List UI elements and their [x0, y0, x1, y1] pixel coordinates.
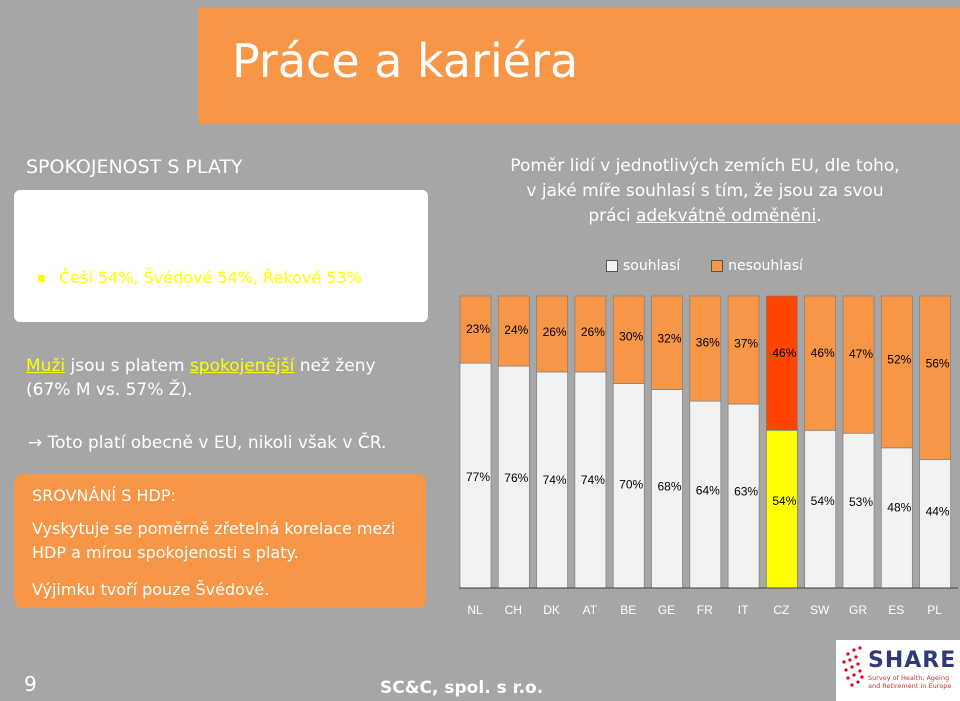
x-tick-label-ge: GE — [658, 603, 675, 617]
data-label-nesouhlasi-ge: 32% — [657, 331, 681, 345]
bar-souhlasi-fr — [689, 400, 722, 589]
bar-nesouhlasi-it — [727, 295, 760, 405]
hdp-text: Vyskytuje se poměrně zřetelná korelace m… — [32, 519, 396, 562]
gender-note: Muži jsou s platem spokojenější než ženy… — [26, 356, 376, 400]
summary-item: Holanďané 77%, Švýcaři 76% — [38, 243, 295, 262]
bar-souhlasi-ge — [651, 389, 683, 589]
data-label-souhlasi-ge: 68% — [657, 479, 681, 493]
share-logo-subtitle: Survey of Health, Ageing and Retirement … — [868, 674, 952, 690]
data-label-nesouhlasi-es: 52% — [887, 352, 911, 366]
bar-souhlasi-gr — [842, 432, 875, 589]
x-tick-label-it: IT — [738, 603, 749, 617]
bar-nesouhlasi-gr — [842, 295, 875, 434]
legend-label-souhlasi: souhlasí — [623, 258, 681, 274]
bar-souhlasi-nl — [459, 362, 492, 589]
page-number: 9 — [24, 672, 37, 696]
bar-souhlasi-sw — [804, 429, 837, 589]
hdp-exception: Výjimku tvoří pouze Švédové. — [32, 580, 270, 599]
summary-main-line: 62% Evropanů spokojeno — [28, 213, 256, 234]
bullet-square-icon — [38, 275, 45, 282]
x-tick-label-es: ES — [888, 603, 904, 617]
data-label-nesouhlasi-dk: 26% — [543, 325, 567, 339]
bar-nesouhlasi-pl — [919, 295, 951, 460]
share-logo-word: SHARE — [868, 648, 957, 673]
x-tick-label-sw: SW — [810, 603, 830, 617]
bar-souhlasi-be — [612, 383, 645, 589]
bar-nesouhlasi-es — [880, 295, 913, 449]
x-tick-label-gr: GR — [849, 603, 867, 617]
arrow-note: → Toto platí obecně v EU, nikoli však v … — [28, 433, 387, 453]
chart-legend: souhlasí nesouhlasí — [606, 258, 803, 274]
summary-item: Poláci 44% — [38, 293, 146, 312]
x-tick-label-be: BE — [620, 603, 636, 617]
bar-souhlasi-es — [880, 447, 913, 589]
data-label-nesouhlasi-fr: 36% — [696, 336, 720, 350]
bullet-square-icon — [38, 300, 45, 307]
bar-nesouhlasi-dk — [536, 295, 568, 373]
hdp-title: SROVNÁNÍ S HDP: — [32, 486, 176, 505]
data-label-souhlasi-fr: 64% — [696, 484, 720, 498]
legend-label-nesouhlasi: nesouhlasí — [728, 258, 803, 274]
data-label-nesouhlasi-be: 30% — [619, 329, 643, 343]
bar-nesouhlasi-at — [574, 295, 607, 373]
x-tick-label-pl: PL — [927, 603, 942, 617]
data-label-souhlasi-nl: 77% — [466, 470, 490, 484]
data-label-souhlasi-gr: 53% — [849, 495, 873, 509]
bar-nesouhlasi-be — [612, 295, 645, 384]
footer-company: SC&C, spol. s r.o. — [380, 678, 544, 698]
data-label-souhlasi-be: 70% — [619, 477, 643, 491]
data-label-souhlasi-sw: 54% — [811, 494, 835, 508]
title-banner — [198, 8, 960, 124]
legend-swatch-souhlasi — [606, 260, 618, 272]
x-tick-label-ch: CH — [505, 603, 522, 617]
bar-souhlasi-dk — [536, 371, 568, 589]
bar-nesouhlasi-cz — [766, 295, 798, 431]
bar-souhlasi-pl — [919, 459, 951, 589]
x-tick-label-nl: NL — [467, 603, 483, 617]
bar-nesouhlasi-ge — [651, 295, 683, 390]
data-label-souhlasi-cz: 54% — [772, 494, 796, 508]
data-label-nesouhlasi-nl: 23% — [466, 322, 490, 336]
summary-box — [14, 190, 428, 322]
bar-souhlasi-ch — [497, 365, 530, 589]
data-label-nesouhlasi-at: 26% — [581, 325, 605, 339]
chart-caption: Poměr lidí v jednotlivých zemích EU, dle… — [510, 156, 900, 226]
data-label-souhlasi-it: 63% — [734, 485, 758, 499]
data-label-nesouhlasi-ch: 24% — [504, 323, 528, 337]
bullet-square-icon — [38, 250, 45, 257]
x-tick-label-cz: CZ — [773, 603, 789, 617]
data-label-nesouhlasi-it: 37% — [734, 337, 758, 351]
data-label-souhlasi-pl: 44% — [926, 505, 950, 519]
data-label-nesouhlasi-gr: 47% — [849, 347, 873, 361]
summary-item-highlight: Češi 54%, Švédové 54%, Řekové 53% — [38, 268, 362, 287]
data-label-nesouhlasi-cz: 46% — [772, 346, 796, 360]
bar-nesouhlasi-nl — [459, 295, 492, 364]
data-label-souhlasi-dk: 74% — [543, 473, 567, 487]
bar-nesouhlasi-fr — [689, 295, 722, 402]
data-label-souhlasi-at: 74% — [581, 473, 605, 487]
section-heading: SPOKOJENOST S PLATY — [26, 156, 243, 178]
x-tick-label-dk: DK — [543, 603, 560, 617]
data-label-nesouhlasi-sw: 46% — [811, 346, 835, 360]
share-logo-icon — [836, 640, 960, 701]
x-tick-label-at: AT — [583, 603, 598, 617]
data-label-souhlasi-es: 48% — [887, 500, 911, 514]
data-label-souhlasi-ch: 76% — [504, 471, 528, 485]
data-label-nesouhlasi-pl: 56% — [926, 357, 950, 371]
bar-nesouhlasi-ch — [497, 295, 530, 367]
bar-nesouhlasi-sw — [804, 295, 837, 431]
x-tick-label-fr: FR — [697, 603, 713, 617]
hdp-box — [14, 474, 426, 608]
bar-souhlasi-cz — [766, 429, 798, 589]
legend-swatch-nesouhlasi — [711, 260, 724, 272]
page-title: Práce a kariéra — [232, 34, 579, 88]
